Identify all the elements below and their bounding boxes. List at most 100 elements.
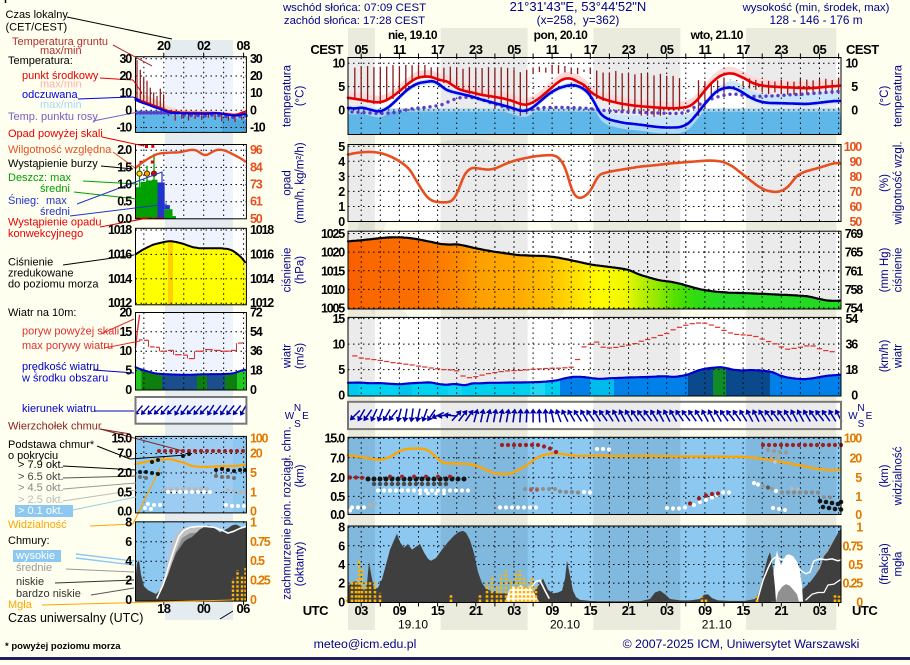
svg-text:© 2007-2025 ICM, Uniwersytet W: © 2007-2025 ICM, Uniwersytet Warszawski: [623, 637, 860, 651]
svg-text:761: 761: [845, 264, 864, 278]
svg-text:> 4.5 okt.: > 4.5 okt.: [18, 482, 64, 494]
svg-text:1015: 1015: [321, 264, 345, 278]
svg-text:19.10: 19.10: [398, 618, 428, 632]
svg-text:0.5: 0.5: [330, 490, 345, 504]
svg-text:Opad powyżej skali: Opad powyżej skali: [8, 128, 103, 140]
svg-text:7.0: 7.0: [330, 451, 345, 465]
svg-text:100: 100: [250, 432, 269, 446]
svg-text:1020: 1020: [321, 246, 345, 260]
svg-text:(km): (km): [295, 464, 307, 487]
svg-text:1025: 1025: [321, 227, 345, 241]
svg-text:Temp. punktu rosy: Temp. punktu rosy: [8, 111, 98, 123]
svg-text:S: S: [294, 419, 301, 430]
svg-text:1014: 1014: [108, 272, 132, 286]
svg-text:wschód słońca: 07:09 CEST: wschód słońca: 07:09 CEST: [282, 2, 426, 14]
svg-text:20: 20: [250, 447, 263, 461]
svg-text:S: S: [858, 419, 865, 430]
svg-text:03: 03: [813, 603, 827, 618]
svg-text:36: 36: [250, 344, 263, 358]
svg-text:18: 18: [157, 601, 171, 616]
svg-text:1016: 1016: [250, 247, 274, 261]
svg-text:(x=258, y=362): (x=258, y=362): [537, 13, 620, 27]
svg-text:widzialność: widzialność: [893, 446, 905, 506]
svg-text:pion. rozciągł. chm.: pion. rozciągł. chm.: [282, 426, 294, 525]
svg-text:36: 36: [845, 338, 858, 352]
svg-text:Widzialność: Widzialność: [8, 519, 67, 531]
svg-text:temperatura: temperatura: [282, 64, 294, 127]
svg-text:0.5: 0.5: [848, 558, 863, 572]
svg-text:E: E: [866, 411, 873, 422]
svg-text:0.75: 0.75: [842, 539, 863, 553]
svg-text:nie, 19.10: nie, 19.10: [388, 28, 438, 42]
svg-text:18: 18: [845, 363, 858, 377]
svg-text:wiatr: wiatr: [282, 344, 294, 369]
svg-text:meteo@icm.edu.pl: meteo@icm.edu.pl: [314, 637, 417, 651]
svg-text:1010: 1010: [321, 283, 345, 297]
svg-text:20: 20: [119, 69, 132, 83]
svg-text:w środku obszaru: w środku obszaru: [21, 373, 108, 385]
svg-text:03: 03: [660, 603, 674, 618]
svg-text:20: 20: [849, 451, 862, 465]
svg-text:96: 96: [250, 143, 263, 157]
svg-text:(°C): (°C): [879, 86, 891, 107]
svg-text:średni: średni: [40, 183, 70, 195]
svg-text:21: 21: [469, 603, 483, 618]
svg-text:2.0: 2.0: [117, 143, 132, 157]
svg-text:> 0.1 okt.: > 0.1 okt.: [18, 505, 64, 517]
svg-text:wiatr: wiatr: [893, 344, 905, 369]
svg-text:2.0: 2.0: [330, 471, 345, 485]
svg-text:wysokie: wysokie: [15, 550, 55, 562]
svg-text:90: 90: [849, 155, 862, 169]
svg-text:80: 80: [849, 170, 862, 184]
svg-text:Śnieg:: Śnieg:: [8, 194, 39, 207]
svg-text:15: 15: [431, 603, 445, 618]
svg-text:wilgotność wzgl.: wilgotność wzgl.: [893, 141, 905, 225]
svg-text:(mm Hg): (mm Hg): [879, 247, 891, 292]
svg-text:pon, 20.10: pon, 20.10: [534, 28, 589, 42]
svg-text:10: 10: [250, 86, 263, 100]
svg-text:100: 100: [844, 140, 863, 154]
svg-text:1018: 1018: [108, 223, 132, 237]
svg-text:0.5: 0.5: [117, 195, 132, 209]
svg-text:100: 100: [844, 432, 863, 446]
svg-text:Wilgotność względna: Wilgotność względna: [8, 144, 112, 156]
svg-text:09: 09: [393, 603, 407, 618]
svg-text:10: 10: [119, 86, 132, 100]
svg-text:W: W: [848, 411, 858, 422]
svg-text:70: 70: [849, 185, 862, 199]
svg-text:10: 10: [332, 57, 345, 71]
svg-text:15: 15: [332, 312, 345, 326]
svg-text:> 7.9 okt.: > 7.9 okt.: [18, 459, 64, 471]
svg-text:18: 18: [250, 364, 263, 378]
svg-text:20: 20: [250, 69, 263, 83]
svg-text:20: 20: [157, 38, 171, 53]
svg-text:poryw powyżej skali: poryw powyżej skali: [22, 326, 119, 338]
svg-text:30: 30: [119, 52, 132, 66]
svg-text:max/min: max/min: [40, 99, 82, 111]
svg-text:Chmury:: Chmury:: [8, 535, 50, 547]
svg-text:(km): (km): [879, 464, 891, 487]
svg-text:06: 06: [236, 601, 250, 616]
svg-text:0.25: 0.25: [842, 577, 863, 591]
svg-text:(CET/CEST): (CET/CEST): [6, 22, 68, 34]
svg-text:max porywy wiatru: max porywy wiatru: [22, 340, 113, 352]
svg-text:21°31'43"E, 53°44'52"N: 21°31'43"E, 53°44'52"N: [510, 0, 647, 14]
svg-text:769: 769: [845, 227, 864, 241]
svg-text:15.0: 15.0: [324, 432, 345, 446]
svg-text:Czas uniwersalny (UTC): Czas uniwersalny (UTC): [8, 611, 143, 625]
svg-text:temperatura: temperatura: [893, 64, 905, 127]
svg-text:30: 30: [250, 52, 263, 66]
svg-text:10: 10: [119, 344, 132, 358]
svg-text:kierunek wiatru: kierunek wiatru: [22, 403, 96, 415]
svg-text:21: 21: [775, 603, 789, 618]
svg-text:758: 758: [845, 283, 864, 297]
svg-text:03: 03: [354, 603, 368, 618]
svg-text:Temperatura:: Temperatura:: [8, 55, 73, 67]
svg-text:niskie: niskie: [16, 576, 44, 588]
svg-text:(oktanty): (oktanty): [295, 541, 307, 586]
svg-text:60: 60: [849, 200, 862, 214]
svg-text:Wystąpienie opadu: Wystąpienie opadu: [8, 217, 101, 229]
svg-text:61: 61: [250, 195, 263, 209]
svg-text:02: 02: [197, 38, 211, 53]
svg-text:09: 09: [545, 603, 559, 618]
